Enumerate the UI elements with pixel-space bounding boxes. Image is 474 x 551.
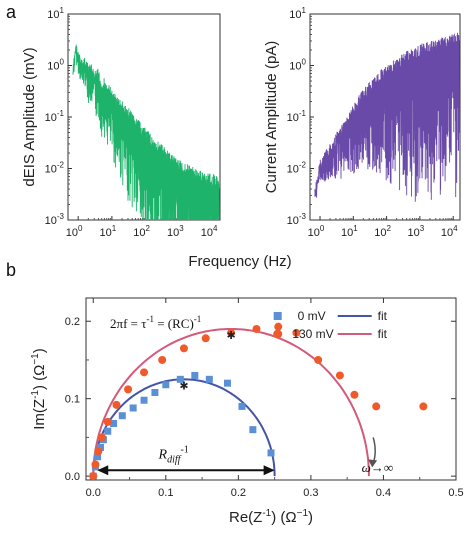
data-point-square (267, 449, 275, 457)
data-point-circle (103, 417, 112, 426)
y-axis-label: dEIS Amplitude (mV) (21, 47, 38, 186)
peak-star-marker: ✱ (179, 380, 188, 392)
legend-swatch-square (273, 312, 282, 320)
legend-swatch-circle (273, 329, 283, 339)
y-tick-label: 10-1 (287, 109, 307, 124)
data-point-circle (179, 344, 188, 353)
fit-arc-1 (92, 328, 370, 477)
y-axis-label: Current Amplitude (pA) (263, 41, 280, 194)
x-tick-label: 0.3 (303, 487, 318, 499)
x-tick-label: 0.5 (448, 487, 463, 499)
panel-a-label: a (6, 2, 17, 22)
series-trace (72, 44, 220, 220)
x-tick-label: 104 (441, 224, 458, 239)
y-tick-label: 0.1 (65, 394, 80, 406)
data-point-circle (372, 402, 381, 411)
data-point-circle (140, 368, 149, 377)
y-tick-label: 10-2 (45, 161, 65, 176)
data-point-circle (201, 334, 210, 343)
omega-arrow-head (368, 459, 378, 468)
data-point-square (140, 396, 148, 404)
legend-label: fit (378, 309, 388, 323)
data-point-square (94, 453, 102, 461)
data-point-circle (97, 433, 106, 442)
x-tick-label: 104 (201, 224, 218, 239)
x-tick-label: 102 (374, 224, 391, 239)
arrow-head-right (263, 465, 275, 476)
data-point-square (205, 375, 213, 383)
chart-deis-amplitude: 10-3 10-2 10-1 100 101 100 101 102 103 104 dEIS Am… (21, 6, 221, 239)
data-point-circle (227, 328, 236, 337)
data-point-square (97, 443, 105, 451)
peak-star-marker: ✱ (226, 330, 235, 342)
equation-text: 2πf = τ-1 = (RC)-1 (110, 314, 201, 331)
data-point-square (249, 426, 257, 434)
y-tick-label: 10-3 (287, 212, 307, 227)
omega-label: ω→∞ (362, 460, 393, 475)
x-tick-label: 102 (133, 224, 150, 239)
series-line (72, 44, 220, 220)
data-point-circle (112, 400, 121, 409)
data-point-square (176, 375, 184, 383)
x-tick-label: 100 (308, 224, 325, 239)
chart-nyquist: 0.0 0.1 0.2 0.3 0.4 0.5 0.0 0.1 0.2 Re(Z-1) (Ω−1)… (30, 297, 464, 526)
data-point-square (104, 427, 112, 435)
r-diff-label: Rdiff-1 (158, 444, 189, 465)
x-tick-label: 0.4 (376, 487, 391, 499)
y-tick-label: 10-1 (45, 109, 65, 124)
legend-label: 0 mV (298, 309, 326, 323)
series-trace (314, 32, 460, 202)
data-point-square (191, 371, 199, 379)
x-tick-label: 0.2 (231, 487, 246, 499)
panel-b-label: b (6, 260, 16, 280)
data-point-square (110, 419, 118, 427)
data-point-square (162, 381, 170, 389)
data-point-circle (158, 355, 167, 364)
data-point-circle (419, 402, 428, 411)
data-point-square (238, 402, 246, 410)
x-tick-label: 0.0 (86, 487, 101, 499)
x-tick-label: 103 (408, 224, 425, 239)
x-tick-label: 0.1 (158, 487, 173, 499)
x-tick-label: 100 (66, 224, 83, 239)
chart-current-amplitude: 10-3 10-2 10-1 100 101 100 101 102 103 104 Current… (263, 6, 461, 239)
x-axis-label: Re(Z-1) (Ω−1) (229, 508, 313, 526)
data-point-square (129, 404, 137, 412)
data-point-circle (89, 472, 98, 481)
x-tick-label: 101 (100, 224, 117, 239)
legend-label: fit (378, 327, 388, 341)
data-point-circle (335, 371, 344, 380)
data-point-circle (124, 385, 133, 394)
y-tick-label: 10-2 (287, 161, 307, 176)
y-tick-label: 101 (289, 6, 306, 21)
y-axis-label: Im(Z-1) (Ω−1) (30, 348, 48, 430)
arrow-head-left (97, 465, 109, 476)
series-line (314, 32, 460, 202)
y-tick-label: 0.2 (65, 316, 80, 328)
data-point-circle (292, 328, 301, 337)
plot-frame (85, 297, 457, 481)
data-point-circle (350, 390, 359, 399)
data-point-square (223, 379, 231, 387)
data-point-square (118, 412, 126, 420)
y-tick-label: 0.0 (65, 471, 80, 483)
frequency-axis-label: Frequency (Hz) (188, 253, 291, 270)
data-point-circle (94, 447, 103, 456)
data-point-square (151, 388, 159, 396)
data-point-circle (274, 322, 283, 331)
x-tick-label: 103 (167, 224, 184, 239)
legend-label: 130 mV (292, 327, 333, 341)
y-tick-label: 100 (289, 58, 306, 73)
y-tick-label: 100 (47, 58, 64, 73)
x-tick-label: 101 (341, 224, 358, 239)
y-tick-label: 10-3 (45, 212, 65, 227)
data-point-circle (91, 460, 100, 469)
data-point-circle (314, 355, 323, 364)
y-tick-label: 101 (47, 6, 64, 21)
fit-arc-0 (92, 378, 276, 477)
data-point-circle (252, 324, 261, 333)
